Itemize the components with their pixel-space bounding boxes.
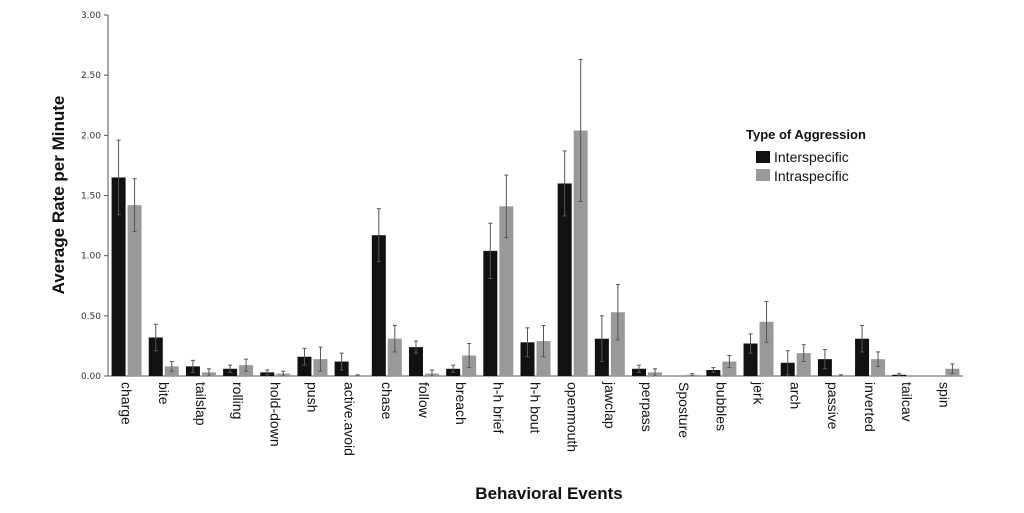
x-category-label: bite xyxy=(156,382,172,405)
x-category-label: openmouth xyxy=(565,382,581,452)
x-category-label: passive xyxy=(825,382,841,430)
bar-interspecific-inverted xyxy=(855,338,870,376)
x-category-label: perpass xyxy=(639,382,655,432)
x-axis-title: Behavioral Events xyxy=(475,484,622,503)
y-tick-label: 3.00 xyxy=(81,11,101,21)
bar-intraspecific-chase xyxy=(387,338,402,376)
x-category-label: inverted xyxy=(862,382,878,432)
bar-interspecific-openmouth xyxy=(557,183,572,376)
bar-intraspecific-h-h-bout xyxy=(536,341,551,376)
y-tick-label: 2.50 xyxy=(81,71,101,81)
x-category-label: push xyxy=(304,382,320,412)
bar-interspecific-charge xyxy=(111,177,126,376)
x-category-label: hold-down xyxy=(267,382,283,447)
x-category-label: breach xyxy=(453,382,469,425)
x-category-label: jawclap xyxy=(602,381,618,429)
bar-intraspecific-jawclap xyxy=(610,312,625,376)
legend-label-interspecific: Interspecific xyxy=(774,149,849,165)
bar-intraspecific-jerk xyxy=(759,321,774,376)
y-axis: 0.00 0.50 1.00 1.50 2.00 2.50 3.00 xyxy=(81,11,109,382)
y-tick-label: 0.50 xyxy=(81,312,101,322)
y-tick-label: 2.00 xyxy=(81,131,101,141)
x-category-label: h-h brief xyxy=(490,382,506,433)
x-category-label: jerk xyxy=(751,381,767,406)
legend-swatch-intraspecific xyxy=(756,169,770,181)
bar-interspecific-follow xyxy=(408,347,423,376)
legend-title: Type of Aggression xyxy=(746,127,866,142)
bar-intraspecific-bubbles xyxy=(722,361,737,376)
bar-intraspecific-h-h-brief xyxy=(499,206,514,376)
error-bars xyxy=(116,59,955,377)
bar-interspecific-jerk xyxy=(743,343,758,376)
bar-intraspecific-arch xyxy=(796,353,811,376)
x-category-label: Sposture xyxy=(676,382,692,438)
x-category-label: spin xyxy=(936,382,952,408)
bar-intraspecific-inverted xyxy=(871,359,886,376)
category-labels: charge bite tailslap rolling hold-down push ac… xyxy=(119,381,953,456)
x-category-label: charge xyxy=(119,382,135,425)
bar-interspecific-bite xyxy=(148,337,163,376)
bar-interspecific-h-h-brief xyxy=(483,250,498,376)
x-category-label: arch xyxy=(788,382,804,409)
y-tick-label: 1.00 xyxy=(81,252,101,262)
x-category-label: bubbles xyxy=(713,382,729,431)
bar-interspecific-chase xyxy=(371,235,386,376)
x-category-label: follow xyxy=(416,382,432,419)
y-axis-title: Average Rate per Minute xyxy=(49,96,68,295)
bar-interspecific-push xyxy=(297,356,312,376)
bar-intraspecific-openmouth xyxy=(573,130,588,376)
x-category-label: active.avoid xyxy=(342,382,358,456)
legend-label-intraspecific: Intraspecific xyxy=(774,168,849,184)
x-category-label: chase xyxy=(379,382,395,420)
y-tick-label: 0.00 xyxy=(81,372,101,382)
y-tick-label: 1.50 xyxy=(81,192,101,202)
bar-interspecific-h-h-bout xyxy=(520,342,535,376)
legend: Type of Aggression Interspecific Intrasp… xyxy=(746,127,866,184)
x-category-label: rolling xyxy=(230,382,246,419)
x-category-label: tailslap xyxy=(193,382,209,426)
bar-interspecific-bubbles xyxy=(706,369,721,376)
legend-swatch-interspecific xyxy=(756,151,770,163)
x-category-label: tailcav xyxy=(899,382,915,422)
x-category-label: h-h bout xyxy=(528,382,544,433)
bar-intraspecific-charge xyxy=(127,205,142,376)
